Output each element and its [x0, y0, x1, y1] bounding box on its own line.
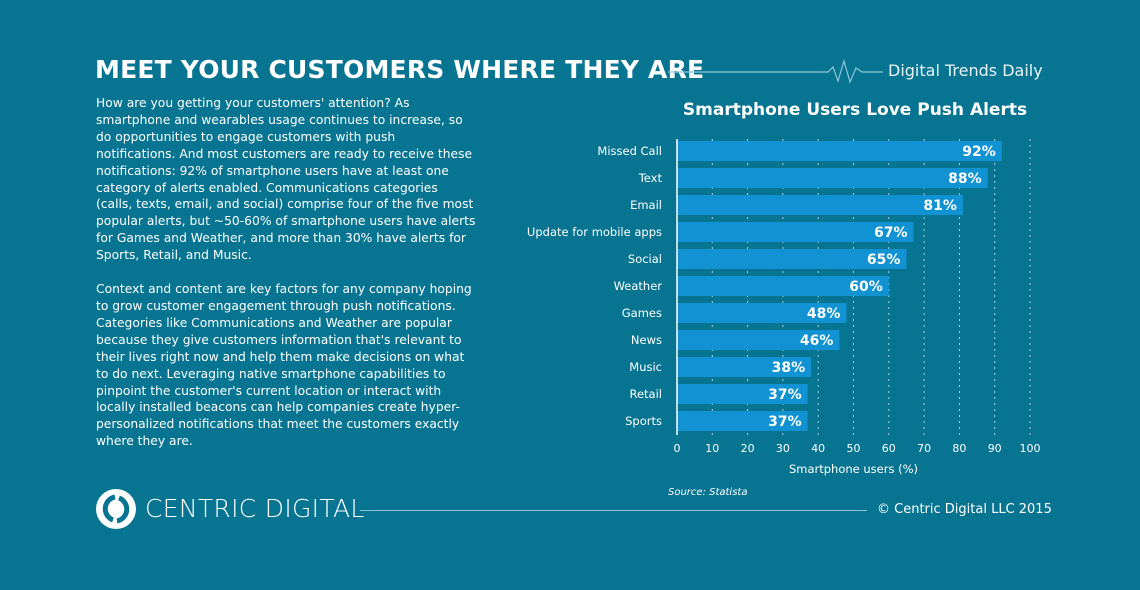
data-label: 46%: [800, 333, 834, 349]
footer-divider: [360, 510, 867, 511]
data-label: 48%: [807, 306, 841, 322]
category-label: News: [631, 333, 662, 347]
x-tick-label: 100: [1020, 442, 1041, 455]
data-label: 92%: [962, 144, 996, 160]
paragraph: How are you getting your customers' atte…: [96, 96, 476, 263]
article-body: How are you getting your customers' atte…: [96, 95, 476, 467]
page-title: MEET YOUR CUSTOMERS WHERE THEY ARE: [95, 55, 705, 84]
x-tick-label: 40: [811, 442, 825, 455]
bar: [677, 195, 963, 215]
x-tick-label: 90: [988, 442, 1002, 455]
x-axis-label: Smartphone users (%): [789, 462, 918, 476]
bar: [677, 249, 907, 269]
x-tick-label: 50: [847, 442, 861, 455]
x-tick-label: 10: [705, 442, 719, 455]
centric-digital-logo-icon: [96, 489, 136, 529]
data-label: 60%: [849, 279, 883, 295]
x-tick-label: 30: [776, 442, 790, 455]
copyright: © Centric Digital LLC 2015: [877, 502, 1052, 517]
category-label: Weather: [614, 279, 663, 293]
bar: [677, 276, 889, 296]
bar: [677, 330, 840, 350]
bar: [677, 384, 808, 404]
heartbeat-line-icon: [668, 58, 883, 84]
bar: [677, 411, 808, 431]
brand-name: Digital Trends Daily: [888, 61, 1043, 80]
bar: [677, 168, 988, 188]
data-label: 37%: [768, 387, 802, 403]
data-label: 38%: [772, 360, 806, 376]
x-tick-label: 20: [741, 442, 755, 455]
bar: [677, 141, 1002, 161]
x-tick-label: 60: [882, 442, 896, 455]
paragraph: Context and content are key factors for …: [96, 282, 472, 449]
category-label: Music: [629, 360, 662, 374]
data-label: 67%: [874, 225, 908, 241]
category-label: Games: [622, 306, 662, 320]
category-label: Retail: [630, 387, 663, 401]
category-label: Sports: [625, 414, 662, 428]
category-label: Missed Call: [597, 144, 662, 158]
data-label: 81%: [923, 198, 957, 214]
chart-source: Source: Statista: [668, 487, 748, 498]
category-label: Social: [628, 252, 662, 266]
data-label: 37%: [768, 414, 802, 430]
logo-text: CENTRIC DIGITAL: [145, 494, 365, 523]
x-tick-label: 0: [674, 442, 681, 455]
data-label: 88%: [948, 171, 982, 187]
category-label: Text: [638, 171, 663, 185]
chart-title: Smartphone Users Love Push Alerts: [682, 100, 1028, 120]
x-tick-label: 80: [952, 442, 966, 455]
x-tick-label: 70: [917, 442, 931, 455]
bar: [677, 357, 812, 377]
data-label: 65%: [867, 252, 901, 268]
category-label: Email: [630, 198, 662, 212]
bar: [677, 222, 914, 242]
bar: [677, 303, 847, 323]
category-label: Update for mobile apps: [527, 225, 662, 239]
